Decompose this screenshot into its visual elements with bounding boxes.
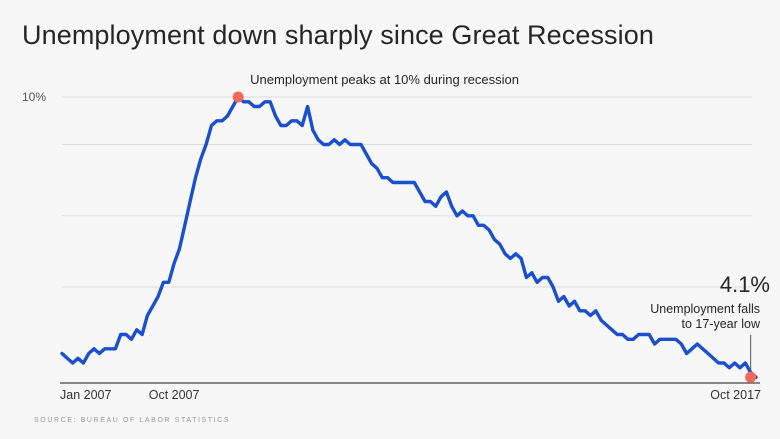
source-credit: SOURCE: BUREAU OF LABOR STATISTICS <box>34 417 231 424</box>
low-annotation-line: to 17-year low <box>681 317 760 331</box>
x-tick-label: Oct 2007 <box>149 388 200 402</box>
x-tick-label: Jan 2007 <box>60 388 111 402</box>
y-axis-tick-labels: 10% <box>22 90 46 104</box>
low-marker <box>745 371 757 383</box>
low-annotation-line: Unemployment falls <box>650 302 760 316</box>
y-tick-label: 10% <box>22 90 46 104</box>
x-tick-label: Oct 2017 <box>710 388 761 402</box>
peak-marker <box>232 91 244 103</box>
x-axis-tick-labels: Jan 2007 Oct 2007 Oct 2017 <box>60 388 761 402</box>
chart-title: Unemployment down sharply since Great Re… <box>22 20 654 50</box>
low-value-label: 4.1% <box>720 272 770 297</box>
peak-annotation: Unemployment peaks at 10% during recessi… <box>250 72 519 87</box>
unemployment-rate-line <box>60 95 758 379</box>
grid-lines <box>62 96 752 288</box>
annotations: Unemployment peaks at 10% during recessi… <box>232 72 770 383</box>
